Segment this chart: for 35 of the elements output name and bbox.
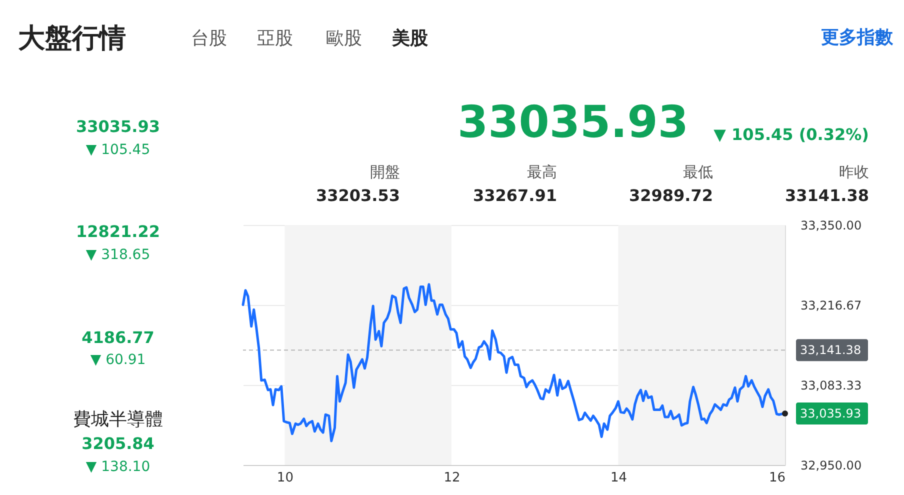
y-tick-label: 33,350.00	[800, 218, 862, 232]
text: 3205.84	[82, 434, 154, 453]
text: 最高	[527, 163, 557, 181]
text: 最低	[683, 163, 713, 181]
text: ▼ 60.91	[90, 352, 146, 368]
text: 12821.22	[76, 222, 160, 241]
x-tick-label: 12	[444, 470, 460, 486]
text: ▼ 138.10	[86, 459, 150, 475]
annotation: 33,035.93	[800, 406, 862, 420]
text: 32989.72	[628, 186, 713, 205]
y-tick-label: 33,083.33	[800, 378, 862, 392]
text: 美股	[391, 28, 429, 49]
text: 大盤行情	[18, 23, 126, 54]
text: 開盤	[370, 163, 400, 181]
text: 33035.93	[457, 97, 689, 148]
text: 更多指數	[821, 27, 894, 48]
text: 33203.53	[316, 186, 400, 205]
text: 33141.38	[784, 186, 869, 205]
x-tick-label: 14	[610, 470, 628, 486]
text: 4186.77	[82, 328, 154, 347]
text: 33267.91	[472, 186, 557, 205]
text: ▼ 318.65	[86, 247, 150, 263]
ref-line-label: 33,141.38	[800, 343, 862, 358]
x-tick-label: 10	[276, 470, 294, 486]
x-tick-label: 16	[768, 470, 786, 486]
text: 費城半導體	[73, 409, 163, 430]
text: ▼ 105.45 (0.32%)	[714, 125, 869, 144]
text: 歐股	[326, 28, 362, 49]
text: 33035.93	[76, 117, 160, 136]
text: 亞股	[257, 28, 293, 49]
y-tick-label: 33,216.67	[800, 298, 862, 312]
text: ▼ 105.45	[86, 142, 150, 158]
text: 台股	[191, 28, 227, 49]
y-tick-label: 32,950.00	[800, 458, 862, 472]
text: 昨收	[839, 163, 869, 181]
